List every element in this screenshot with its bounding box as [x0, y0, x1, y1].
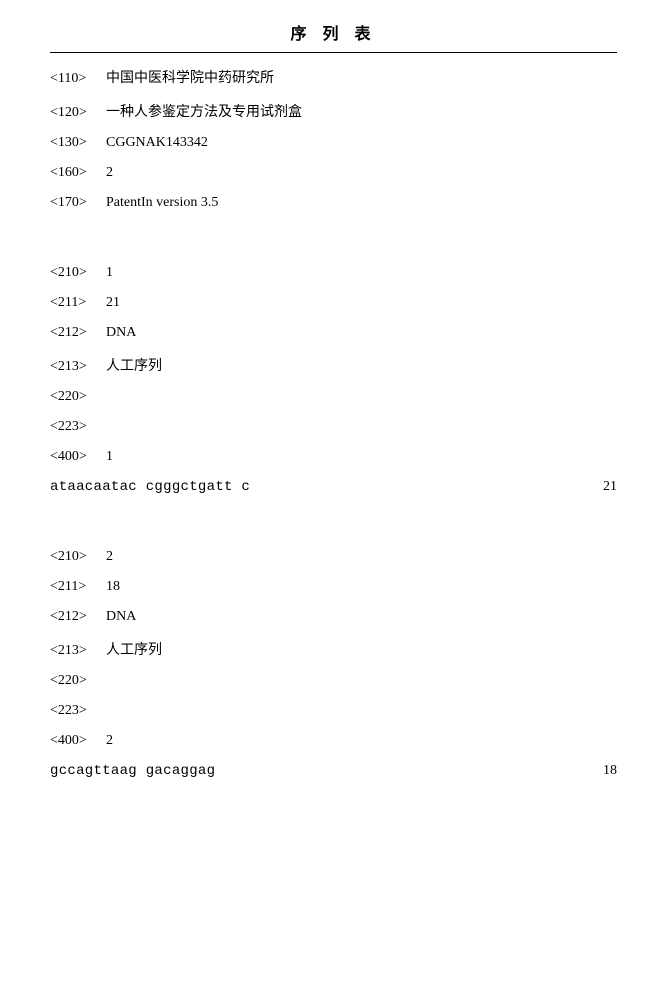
seq-meta-entry: <213>人工序列 — [50, 639, 617, 659]
field-code: <120> — [50, 105, 106, 121]
field-code: <212> — [50, 325, 106, 341]
seq-meta-entry: <223> — [50, 419, 617, 435]
field-code: <220> — [50, 673, 106, 689]
sequence-length: 21 — [603, 479, 617, 495]
field-value: 21 — [106, 295, 120, 311]
field-value: DNA — [106, 325, 136, 341]
header-entry: <110>中国中医科学院中药研究所 — [50, 67, 617, 87]
field-code: <213> — [50, 643, 106, 659]
field-value: 18 — [106, 579, 120, 595]
field-value: DNA — [106, 609, 136, 625]
field-code: <110> — [50, 71, 106, 87]
field-code: <212> — [50, 609, 106, 625]
field-code: <210> — [50, 265, 106, 281]
field-value: 2 — [106, 165, 113, 181]
field-code: <400> — [50, 449, 106, 465]
field-code: <170> — [50, 195, 106, 211]
field-value: 2 — [106, 549, 113, 565]
field-value: 一种人参鉴定方法及专用试剂盒 — [106, 101, 302, 121]
page-title: 序 列 表 — [50, 20, 617, 44]
sequence-length: 18 — [603, 763, 617, 779]
header-entry: <170>PatentIn version 3.5 — [50, 195, 617, 211]
field-code: <130> — [50, 135, 106, 151]
seq-meta-entry: <220> — [50, 673, 617, 689]
field-value: 人工序列 — [106, 355, 162, 375]
field-code: <400> — [50, 733, 106, 749]
field-value: 1 — [106, 265, 113, 281]
sequence-text: ataacaatac cgggctgatt c — [50, 479, 250, 495]
seq-meta-entry: <210>1 — [50, 265, 617, 281]
field-value: CGGNAK143342 — [106, 135, 208, 151]
field-value: 人工序列 — [106, 639, 162, 659]
seq-meta-entry: <212>DNA — [50, 325, 617, 341]
header-entry: <160>2 — [50, 165, 617, 181]
field-code: <160> — [50, 165, 106, 181]
field-code: <223> — [50, 419, 106, 435]
seq-meta-entry: <223> — [50, 703, 617, 719]
header-entry: <130>CGGNAK143342 — [50, 135, 617, 151]
field-value: 1 — [106, 449, 113, 465]
seq-meta-entry: <212>DNA — [50, 609, 617, 625]
field-code: <210> — [50, 549, 106, 565]
sequence-row: gccagttaag gacaggag 18 — [50, 763, 617, 779]
field-code: <213> — [50, 359, 106, 375]
seq-meta-entry: <211>21 — [50, 295, 617, 311]
seq-meta-entry: <213>人工序列 — [50, 355, 617, 375]
field-code: <220> — [50, 389, 106, 405]
field-value: 2 — [106, 733, 113, 749]
field-code: <223> — [50, 703, 106, 719]
seq-meta-entry: <210>2 — [50, 549, 617, 565]
field-value: 中国中医科学院中药研究所 — [106, 67, 274, 87]
seq-meta-entry: <400>2 — [50, 733, 617, 749]
field-code: <211> — [50, 579, 106, 595]
field-value: PatentIn version 3.5 — [106, 195, 218, 211]
title-divider — [50, 52, 617, 53]
header-entry: <120>一种人参鉴定方法及专用试剂盒 — [50, 101, 617, 121]
seq-meta-entry: <220> — [50, 389, 617, 405]
seq-meta-entry: <211>18 — [50, 579, 617, 595]
sequence-text: gccagttaag gacaggag — [50, 763, 215, 779]
sequence-row: ataacaatac cgggctgatt c 21 — [50, 479, 617, 495]
field-code: <211> — [50, 295, 106, 311]
seq-meta-entry: <400>1 — [50, 449, 617, 465]
